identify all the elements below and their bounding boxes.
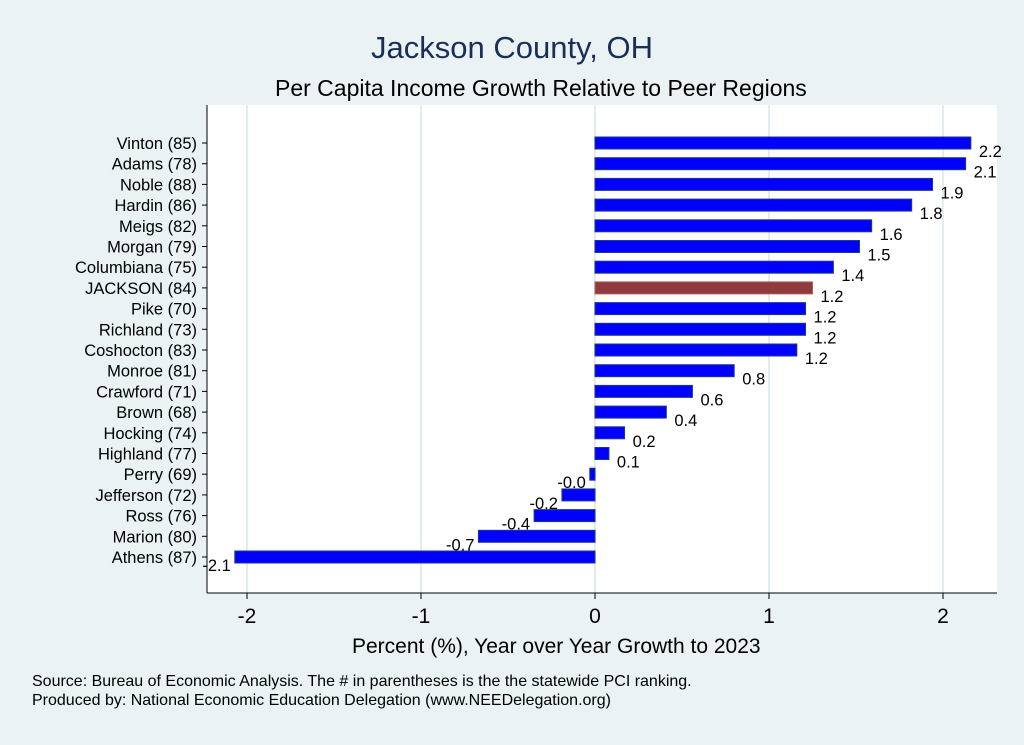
y-tick-label: Richland (73) xyxy=(99,321,197,339)
y-tick-label: Morgan (79) xyxy=(107,239,197,257)
source-note: Source: Bureau of Economic Analysis. The… xyxy=(32,673,692,690)
data-label: 0.1 xyxy=(617,454,640,472)
y-tick-label: Meigs (82) xyxy=(119,218,197,236)
data-label: 1.2 xyxy=(814,309,837,327)
bar xyxy=(594,157,967,171)
bar xyxy=(594,281,813,295)
bar xyxy=(594,219,873,233)
bar xyxy=(533,509,596,523)
y-tick-label: Ross (76) xyxy=(125,508,197,526)
y-tick-label: Brown (68) xyxy=(116,404,197,422)
bar xyxy=(594,364,735,378)
y-tick-label: JACKSON (84) xyxy=(85,280,197,298)
x-tick-label: 1 xyxy=(763,605,775,628)
x-tick-label: -1 xyxy=(412,605,431,628)
bar xyxy=(594,343,798,357)
bar xyxy=(594,198,913,212)
y-tick-label: Columbiana (75) xyxy=(75,259,197,277)
data-label: 2.1 xyxy=(974,164,997,182)
data-label: -0.0 xyxy=(557,474,585,492)
x-tick-label: -2 xyxy=(238,605,257,628)
bar xyxy=(594,384,693,398)
bar xyxy=(594,426,626,440)
bar xyxy=(477,529,596,543)
data-label: 1.4 xyxy=(841,267,864,285)
bar xyxy=(234,550,596,564)
data-label: 2.2 xyxy=(979,143,1002,161)
bar xyxy=(594,405,667,419)
bar xyxy=(594,136,972,150)
data-label: -0.4 xyxy=(502,516,530,534)
bar xyxy=(594,302,807,316)
y-tick-label: Adams (78) xyxy=(112,156,197,174)
produced-by-note: Produced by: National Economic Education… xyxy=(32,692,611,709)
bar xyxy=(594,240,860,253)
data-label: -2.1 xyxy=(202,557,230,575)
data-label: 0.2 xyxy=(633,433,656,451)
y-tick-label: Vinton (85) xyxy=(117,135,197,153)
chart-title: Jackson County, OH xyxy=(371,30,653,65)
y-tick-label: Noble (88) xyxy=(120,176,197,194)
data-label: 0.6 xyxy=(700,391,723,409)
data-label: 0.8 xyxy=(742,371,765,389)
x-tick-label: 2 xyxy=(937,605,949,628)
bar xyxy=(561,488,596,502)
data-label: -0.2 xyxy=(530,495,558,513)
x-tick-label: 0 xyxy=(589,605,601,628)
y-tick-label: Athens (87) xyxy=(112,549,197,567)
y-tick-label: Hardin (86) xyxy=(114,197,197,215)
bar xyxy=(589,467,596,481)
data-label: 1.9 xyxy=(941,184,964,202)
bar xyxy=(594,447,610,460)
bar xyxy=(594,322,807,336)
data-label: 1.5 xyxy=(867,247,890,265)
data-label: 1.2 xyxy=(814,329,837,347)
y-tick-label: Pike (70) xyxy=(131,301,197,319)
y-tick-label: Crawford (71) xyxy=(96,383,197,401)
data-label: 1.2 xyxy=(805,350,828,368)
bar xyxy=(594,260,834,274)
bar xyxy=(594,177,934,191)
y-tick-label: Perry (69) xyxy=(124,466,197,484)
y-tick-label: Marion (80) xyxy=(113,528,197,546)
data-label: 1.8 xyxy=(920,205,943,223)
x-axis-label: Percent (%), Year over Year Growth to 20… xyxy=(352,635,761,658)
data-label: 0.4 xyxy=(674,412,697,430)
data-label: 1.6 xyxy=(880,226,903,244)
y-tick-label: Jefferson (72) xyxy=(96,487,198,505)
y-tick-label: Highland (77) xyxy=(98,446,197,464)
data-label: 1.2 xyxy=(821,288,844,306)
y-tick-label: Coshocton (83) xyxy=(84,342,197,360)
data-label: -0.7 xyxy=(446,536,474,554)
y-tick-label: Monroe (81) xyxy=(107,363,197,381)
y-tick-label: Hocking (74) xyxy=(103,425,197,443)
chart-subtitle: Per Capita Income Growth Relative to Pee… xyxy=(275,75,807,101)
